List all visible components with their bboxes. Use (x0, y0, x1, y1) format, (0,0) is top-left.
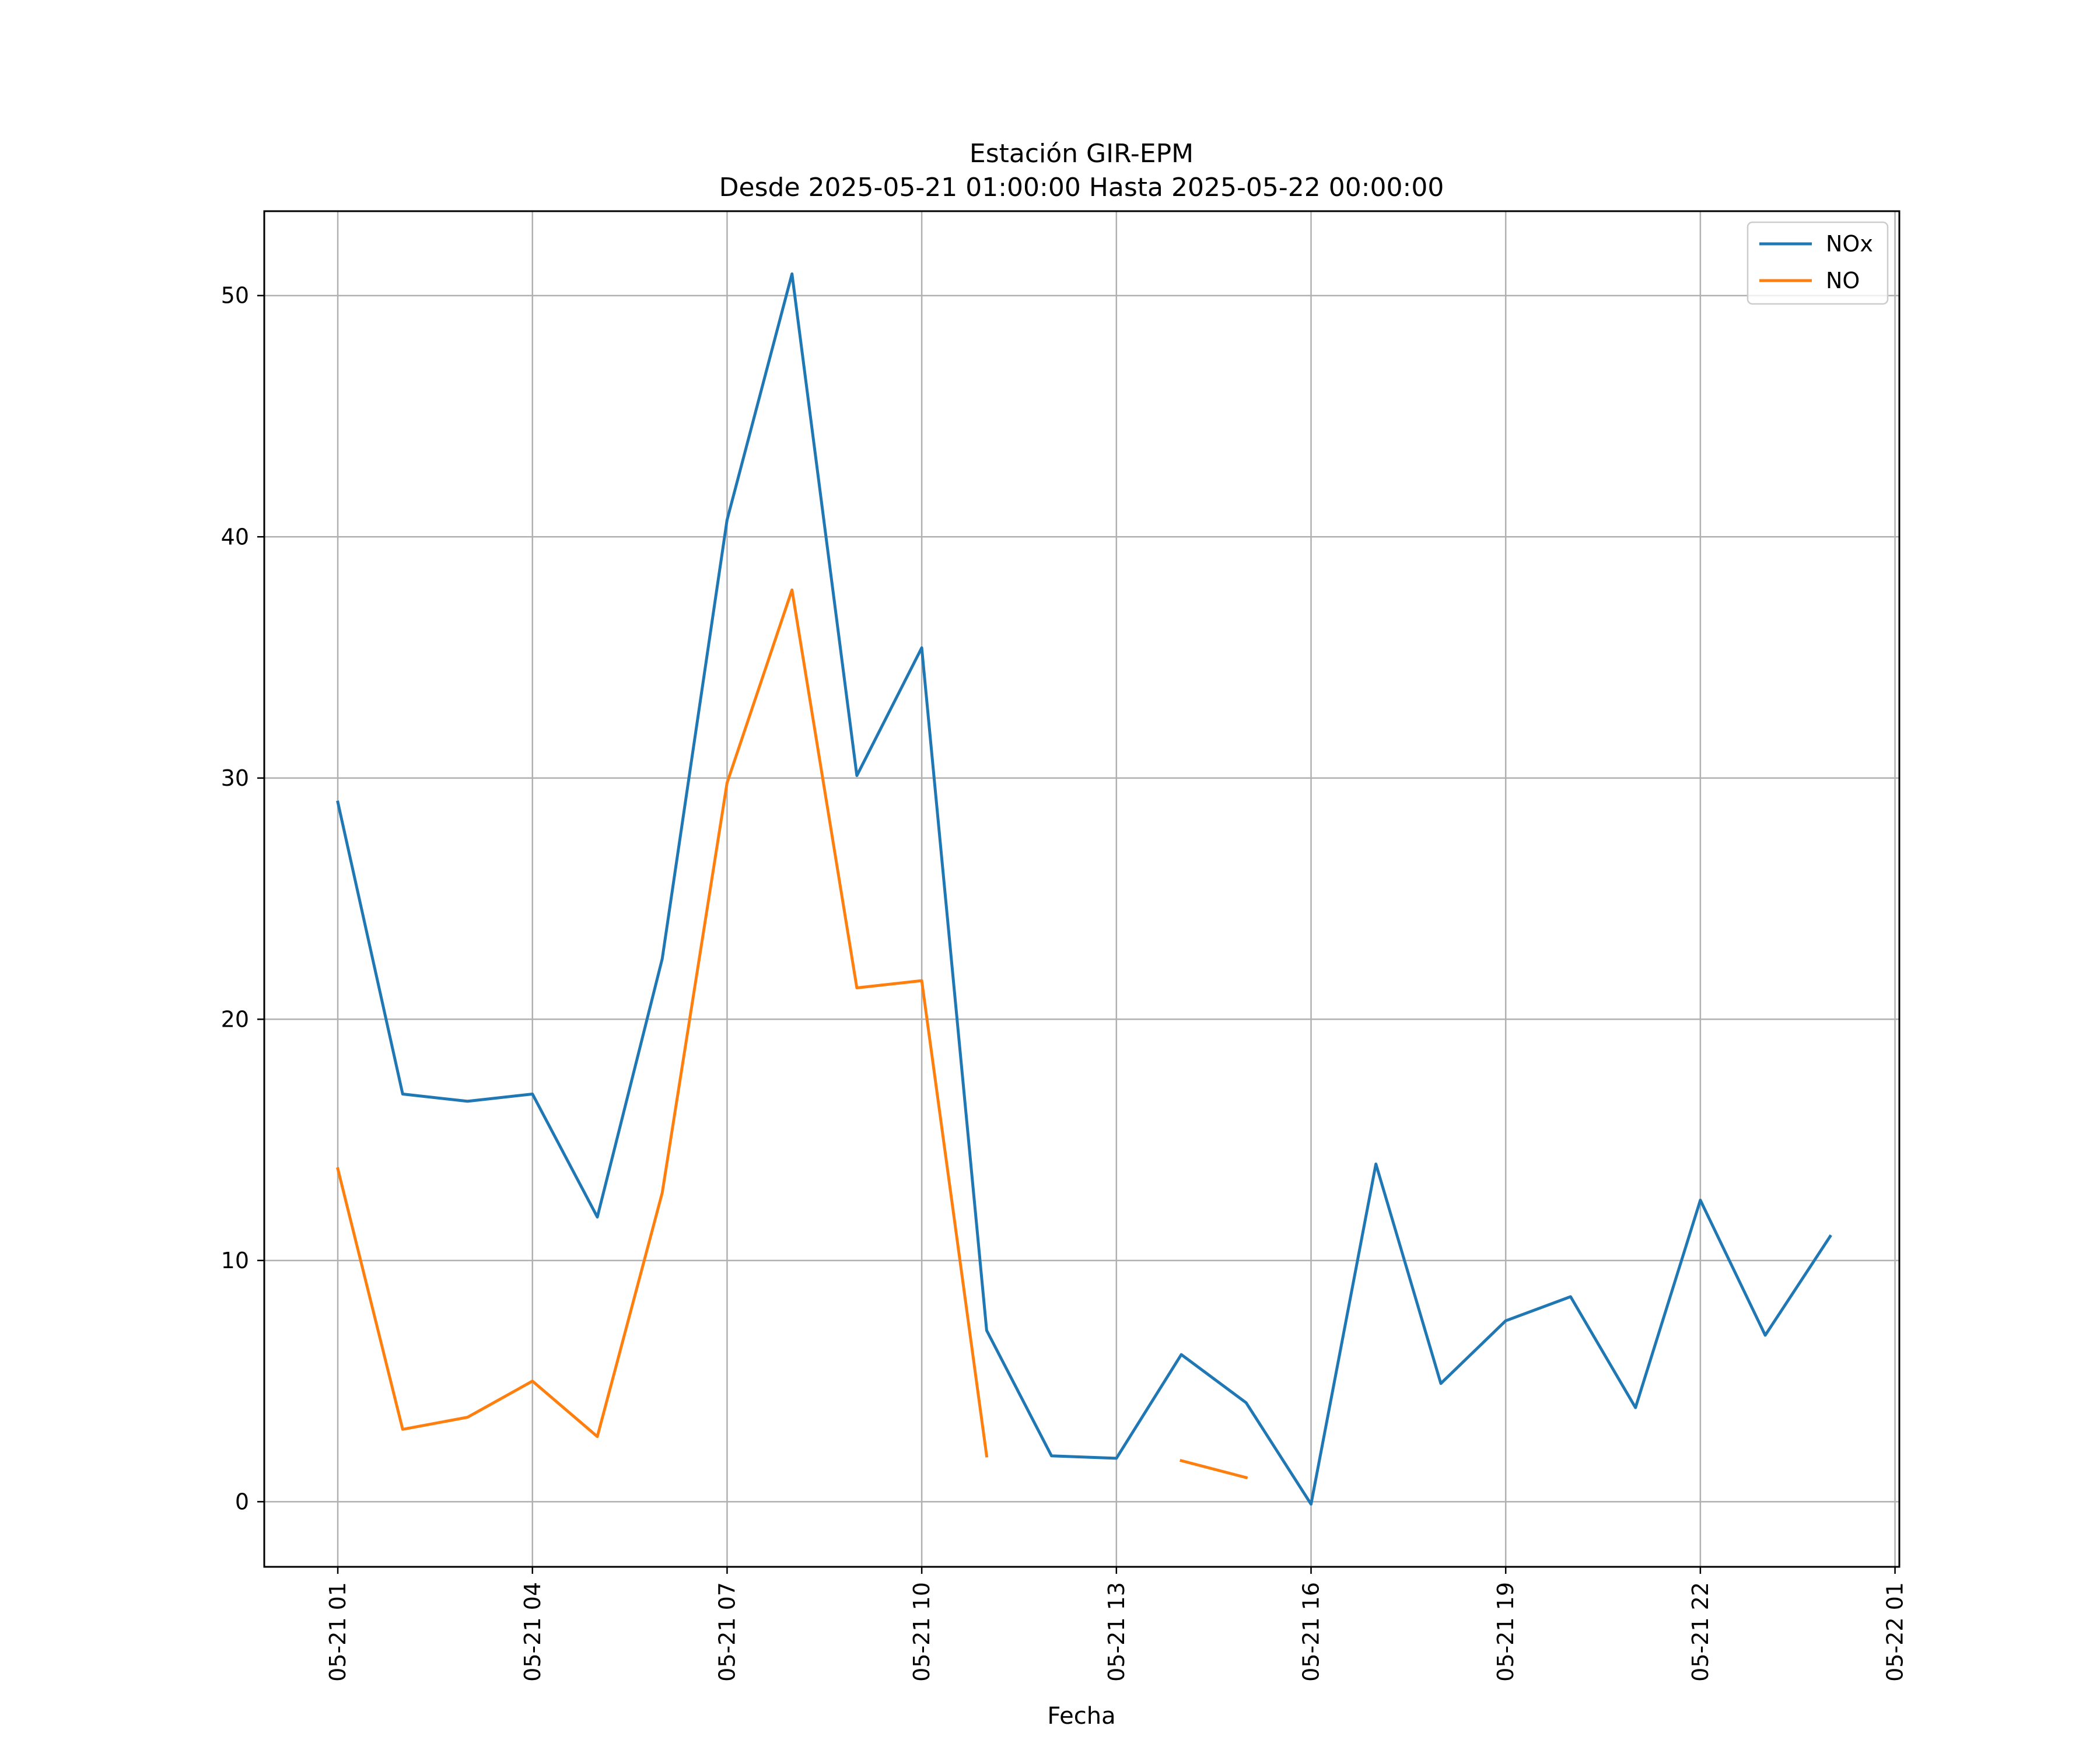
legend-label-no: NO (1826, 268, 1860, 293)
x-tick-label: 05-21 13 (1104, 1582, 1129, 1682)
x-tick-label: 05-21 22 (1688, 1582, 1713, 1682)
axis-ticks: 0 10 20 30 40 50 05-21 01 05-21 04 05-21 07 05-21… (221, 283, 1908, 1682)
x-tick-label: 05-22 01 (1882, 1582, 1908, 1682)
legend-label-nox: NOx (1826, 231, 1873, 257)
plot-area-frame (263, 210, 1901, 1568)
grid-lines (264, 211, 1899, 1567)
y-tick-label: 30 (221, 765, 249, 791)
x-tick-label: 05-21 19 (1493, 1582, 1518, 1682)
x-tick-label: 05-21 04 (520, 1582, 545, 1682)
series-line-no (336, 588, 989, 1458)
x-tick-label: 05-21 07 (714, 1582, 740, 1682)
x-tick-label: 05-21 10 (909, 1582, 935, 1682)
y-tick-label: 40 (221, 524, 249, 550)
y-tick-label: 0 (235, 1489, 249, 1514)
y-tick-label: 50 (221, 283, 249, 309)
legend: NOx NO (1746, 221, 1889, 305)
chart-title: Estación GIR-EPM (970, 139, 1194, 169)
chart-subtitle: Desde 2025-05-21 01:00:00 Hasta 2025-05-… (719, 173, 1444, 202)
series-line-nox (336, 272, 1832, 1506)
y-tick-label: 10 (221, 1248, 249, 1273)
x-tick-label: 05-21 01 (325, 1582, 351, 1682)
series-line-no (1180, 1458, 1248, 1480)
y-tick-label: 20 (221, 1006, 249, 1032)
plot-series (336, 272, 1832, 1506)
x-tick-label: 05-21 16 (1298, 1582, 1324, 1682)
x-axis-label: Fecha (1047, 1703, 1115, 1730)
